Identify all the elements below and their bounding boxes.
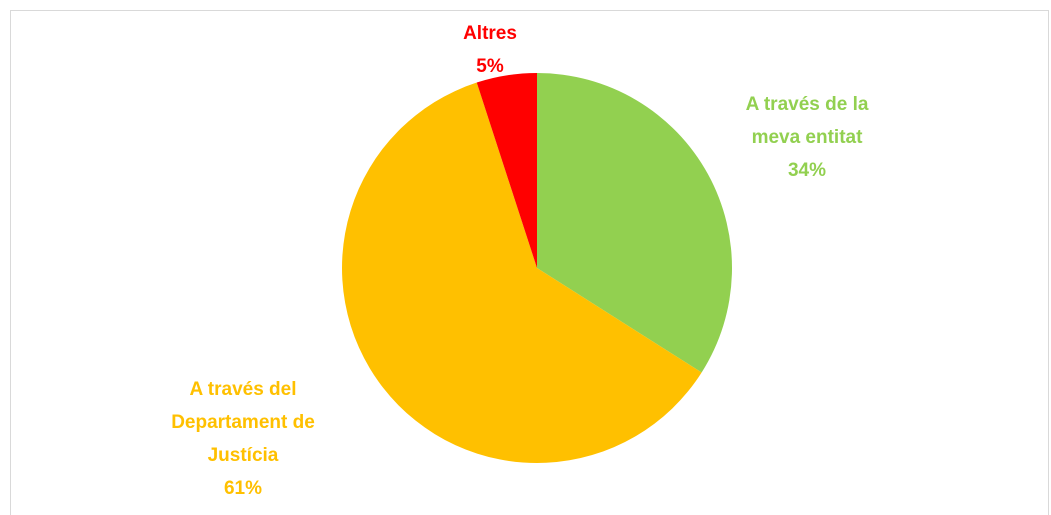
value-label: 34% — [787, 160, 827, 181]
category-label: Altres — [463, 23, 517, 44]
pie-slice — [342, 82, 702, 463]
category-label: A través del Departament de Justícia — [171, 379, 315, 466]
category-label: A través de la meva entitat — [745, 94, 869, 148]
chart-frame — [10, 10, 1049, 515]
value-label: 61% — [223, 478, 263, 499]
pie-slice — [476, 73, 537, 268]
pie-slice — [537, 73, 732, 373]
slice-label: A través de la meva entitat 34% — [722, 88, 892, 187]
slice-label: Altres 5% — [430, 17, 550, 83]
slice-label: A través del Departament de Justícia 61% — [153, 373, 333, 505]
value-label: 5% — [476, 56, 504, 77]
